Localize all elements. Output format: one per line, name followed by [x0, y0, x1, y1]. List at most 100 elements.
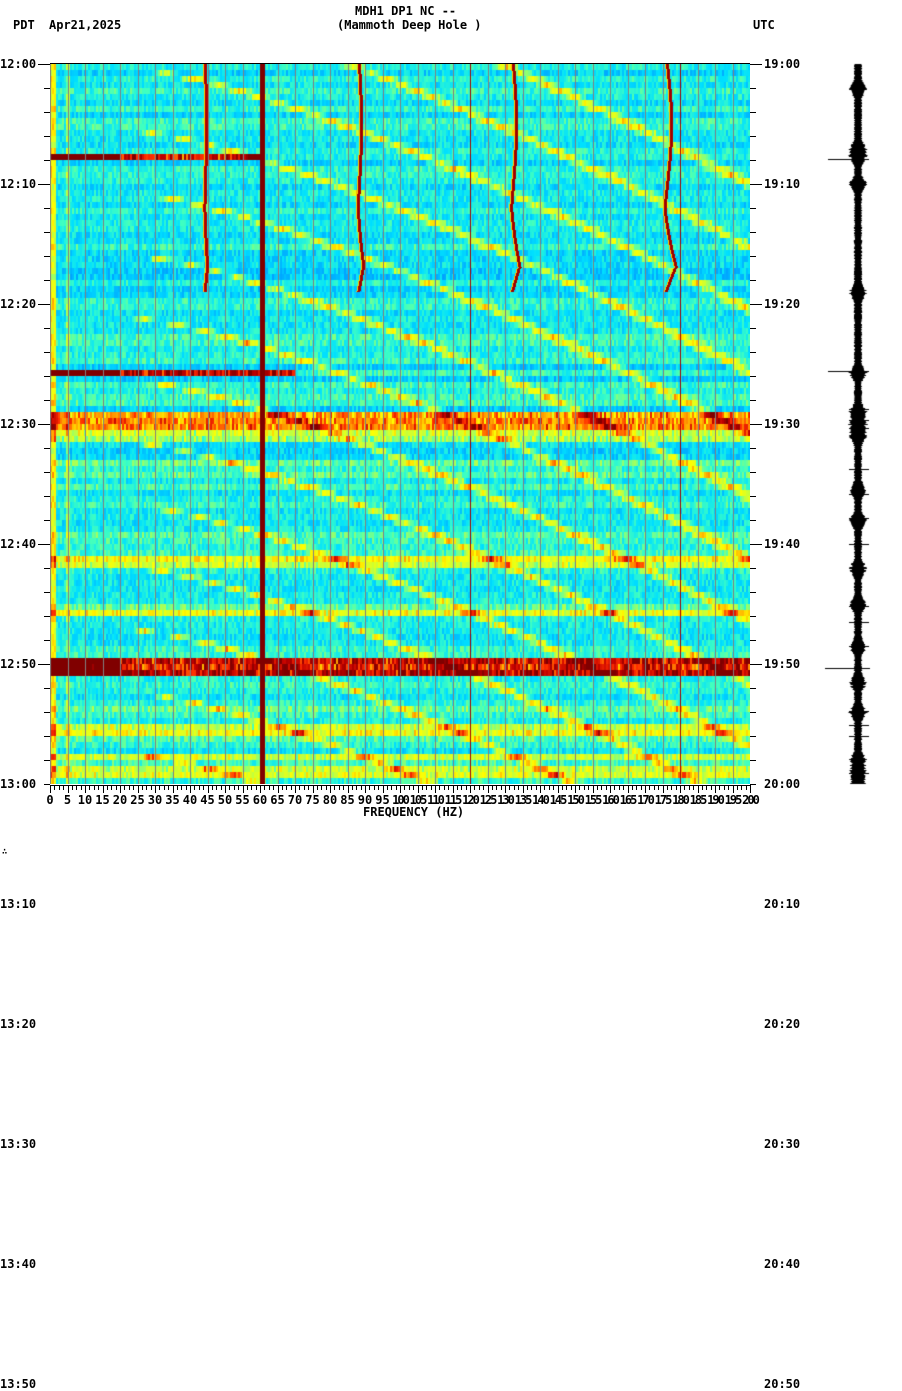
right-tick — [750, 208, 756, 209]
right-tick — [750, 280, 756, 281]
right-time-label: 19:50 — [764, 657, 801, 671]
x-tick — [304, 785, 305, 790]
x-tick — [225, 785, 226, 793]
left-time-label: 12:20 — [0, 297, 37, 311]
left-tick — [44, 616, 50, 617]
x-tick — [216, 785, 217, 790]
left-tick — [38, 544, 50, 545]
left-tick — [44, 736, 50, 737]
left-tick — [44, 88, 50, 89]
right-tick — [750, 400, 756, 401]
x-tick — [597, 785, 598, 790]
x-tick-label: 190 — [707, 793, 725, 807]
x-tick-label: 65 — [270, 793, 285, 807]
x-tick — [142, 785, 143, 790]
x-tick — [593, 785, 594, 793]
x-tick — [641, 785, 642, 790]
right-time-label: 19:00 — [764, 57, 801, 71]
x-tick — [387, 785, 388, 790]
x-tick — [466, 785, 467, 790]
x-tick — [536, 785, 537, 790]
x-tick — [203, 785, 204, 790]
right-time-label: 20:10 — [764, 897, 801, 911]
x-tick — [457, 785, 458, 790]
x-tick-label: 195 — [724, 793, 743, 807]
x-tick — [558, 785, 559, 793]
plot-top-border — [50, 63, 750, 64]
x-tick — [531, 785, 532, 790]
x-tick — [81, 785, 82, 790]
right-time-label: 20:20 — [764, 1017, 801, 1031]
x-tick — [243, 785, 244, 793]
left-tick — [44, 472, 50, 473]
x-tick — [588, 785, 589, 790]
x-tick — [313, 785, 314, 793]
x-tick-label: 95 — [375, 793, 390, 807]
x-tick-label: 80 — [322, 793, 338, 807]
left-tick — [44, 592, 50, 593]
x-tick-label: 140 — [532, 793, 550, 807]
right-tick — [750, 496, 756, 497]
x-tick — [103, 785, 104, 793]
x-tick — [374, 785, 375, 790]
x-tick — [238, 785, 239, 790]
x-tick — [719, 785, 720, 790]
left-timezone-label: PDT — [13, 18, 35, 32]
x-tick — [63, 785, 64, 790]
x-tick — [404, 785, 405, 790]
right-tick — [750, 712, 756, 713]
x-tick-label: 180 — [672, 793, 690, 807]
x-tick — [234, 785, 235, 790]
x-tick-label: 25 — [130, 793, 145, 807]
x-tick — [501, 785, 502, 790]
right-tick — [750, 784, 756, 785]
left-tick — [44, 232, 50, 233]
x-tick — [89, 785, 90, 790]
x-tick — [527, 785, 528, 790]
left-tick — [38, 424, 50, 425]
right-tick — [750, 520, 756, 521]
x-tick-label: 150 — [567, 793, 585, 807]
x-tick-label: 15 — [95, 793, 110, 807]
left-time-label: 12:30 — [0, 417, 37, 431]
x-tick — [391, 785, 392, 790]
left-tick — [44, 280, 50, 281]
x-tick — [173, 785, 174, 793]
x-tick — [155, 785, 156, 793]
x-tick — [549, 785, 550, 790]
station-line: MDH1 DP1 NC -- — [355, 4, 457, 18]
left-tick — [44, 160, 50, 161]
x-tick — [321, 785, 322, 790]
left-time-label: 12:00 — [0, 57, 37, 71]
x-tick — [418, 785, 419, 793]
left-tick — [44, 520, 50, 521]
x-tick — [356, 785, 357, 790]
x-tick — [733, 785, 734, 793]
left-time-label: 13:30 — [0, 1137, 37, 1151]
footer-mark: ∴ — [2, 847, 8, 857]
x-tick-label: 125 — [479, 793, 498, 807]
x-tick-label: 130 — [497, 793, 515, 807]
x-tick — [334, 785, 335, 790]
x-tick — [566, 785, 567, 790]
right-time-label: 19:10 — [764, 177, 801, 191]
x-tick — [107, 785, 108, 790]
x-tick — [164, 785, 165, 790]
x-tick — [628, 785, 629, 793]
x-tick — [444, 785, 445, 790]
spectrogram-canvas — [50, 64, 750, 784]
left-tick — [44, 256, 50, 257]
left-tick — [44, 784, 50, 785]
x-tick — [339, 785, 340, 790]
right-time-label: 20:30 — [764, 1137, 801, 1151]
right-time-label: 20:50 — [764, 1377, 801, 1391]
x-tick-label: 105 — [409, 793, 428, 807]
x-tick — [273, 785, 274, 790]
x-tick — [59, 785, 60, 790]
x-tick — [124, 785, 125, 790]
x-tick — [623, 785, 624, 790]
left-time-label: 12:50 — [0, 657, 37, 671]
x-tick-label: 100 — [392, 793, 410, 807]
x-tick — [619, 785, 620, 790]
x-tick-label: 200 — [742, 793, 760, 807]
